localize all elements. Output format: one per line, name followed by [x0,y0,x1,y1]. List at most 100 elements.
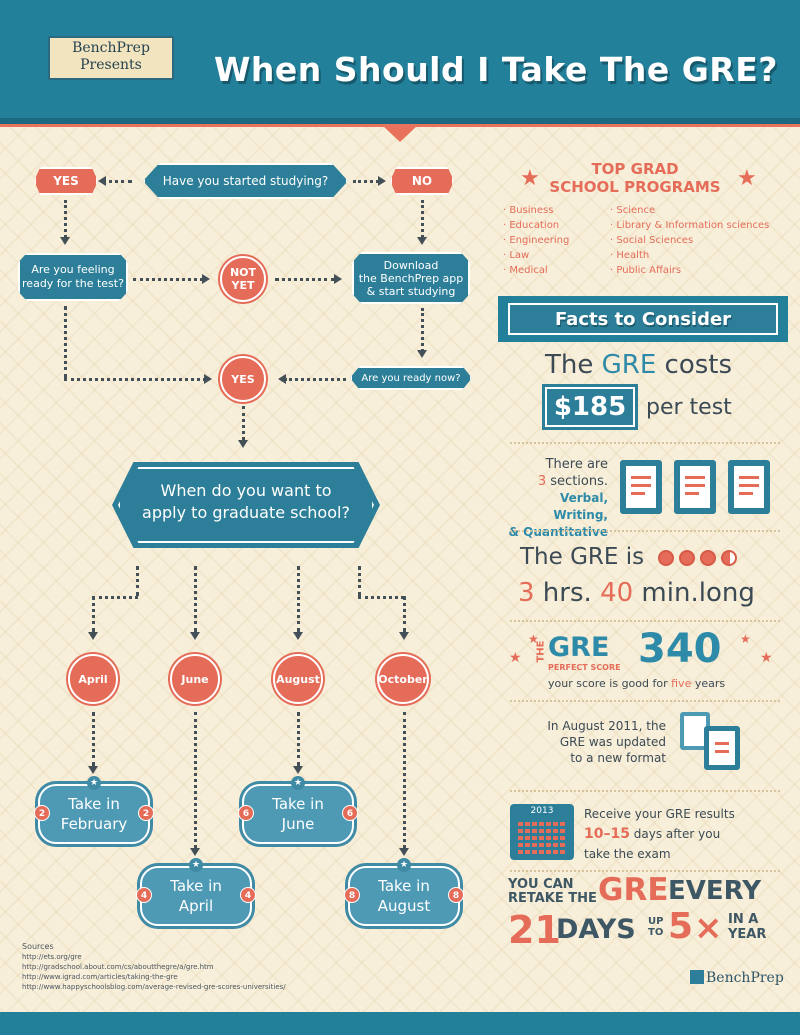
header-accent-line [0,124,800,127]
cost-line: The GRE costs [545,350,732,380]
retake-every: EVERY [668,876,762,906]
ticket-badge-left: 2 [34,805,50,821]
month-october: October [377,654,429,704]
ready-line-2: ready for the test? [22,277,124,290]
connector [358,596,404,599]
ticket-badge-left: 6 [238,805,254,821]
long-line-2: 3 hrs. 40 min.long [518,578,755,608]
ticket-april-line-2: April [178,897,214,915]
program-item: · Health [610,250,650,261]
ticket-feb-line-2: February [60,815,128,833]
ticket-aug-line-1: Take in [378,877,430,895]
connector [136,566,139,596]
stopwatch-icon [721,550,737,566]
arrow-down-icon [88,632,98,640]
source-link[interactable]: http://www.happyschoolsblog.com/average-… [22,983,286,991]
divider [510,442,780,444]
august-update-text: In August 2011, the GRE was updated to a… [530,718,666,766]
star-icon: ★ [291,776,305,790]
programs-heading-line-1: TOP GRAD [591,160,679,178]
results-line-2: 10–15 days after you [584,826,721,842]
ticket-badge-left: 8 [344,887,360,903]
footer-bar [0,1012,800,1035]
per-test: per test [646,395,732,420]
retake-in-a: IN A [728,912,759,927]
question-started-studying: Have you started studying? [143,163,348,199]
document-icon [728,460,770,514]
source-link[interactable]: http://gradschool.about.com/cs/abouttheg… [22,963,214,971]
connector [133,278,203,281]
download-line-3: & start studying [366,284,456,298]
ticket-take-april: Take in April [140,866,252,926]
ticket-june-line-2: June [281,815,315,833]
arrow-right-icon [202,274,210,284]
ticket-badge-right: 8 [448,887,464,903]
ticket-badge-right: 6 [342,805,358,821]
arrow-right-icon [204,374,212,384]
arrow-right-icon [334,274,342,284]
month-august: August [273,654,323,704]
month-june: June [170,654,220,704]
logo-icon [690,970,704,984]
ribbon-text: BenchPrep Presents [50,40,172,74]
retake-5: 5 [668,906,694,947]
retake-upto: UP TO [648,916,663,938]
cost-prefix: The [545,350,602,380]
facts-banner: Facts to Consider [508,303,778,335]
stopwatch-icon [679,550,695,566]
ticket-take-february: Take in February [38,784,150,844]
star-icon: ★ [520,166,540,191]
divider [510,790,780,792]
header-notch [383,126,417,142]
arrow-down-icon [238,440,248,448]
arrow-down-icon [417,350,427,358]
calendar-year: 2013 [530,806,554,816]
score-the: THE [535,640,547,663]
ticket-badge-left: 4 [136,887,152,903]
connector [421,308,424,352]
not-yet-line-1: NOT [229,266,257,279]
august-line-1: In August 2011, the [547,719,666,733]
apply-line-2: apply to graduate school? [142,503,350,522]
connector [275,278,335,281]
logo-text: BenchPrep [706,970,784,986]
retake-line-a: YOU CAN [508,877,574,892]
header-shadow [0,118,800,126]
sections-line-4: & Quantitative [508,525,608,539]
download-app-box: Download the BenchPrep app & start study… [352,252,470,304]
programs-list-1: · Business · Education · Engineering · L… [503,203,569,278]
program-item: · Library & Information sciences [610,220,770,231]
connector [64,200,67,238]
star-icon: ★ [397,858,411,872]
arrow-down-icon [399,848,409,856]
long-line-1: The GRE is [520,544,645,570]
arrow-down-icon [190,632,200,640]
calendar-grid [518,822,566,854]
ticket-take-june: Take in June [242,784,354,844]
divider [510,700,780,702]
connector [297,712,300,766]
document-icon [674,460,716,514]
program-item: · Business [503,205,554,216]
source-link[interactable]: http://ets.org/gre [22,953,82,961]
apply-question-inner [118,467,374,543]
connector [284,378,346,381]
program-item: · Law [503,250,530,261]
connector [194,566,197,632]
connector [358,566,361,596]
arrow-down-icon [293,632,303,640]
question-ready-now: Are you ready now? [350,366,472,390]
retake-x: × [694,908,723,948]
program-item: · Education [503,220,560,231]
retake-year-word: YEAR [728,927,767,942]
download-line-2: the BenchPrep app [358,271,464,285]
retake-year: IN A YEAR [728,912,766,942]
connector [194,712,197,848]
retake-line-b: RETAKE THE [508,891,597,906]
star-icon: ★ [87,776,101,790]
retake-you-can: YOU CAN RETAKE THE [508,878,597,906]
arrow-down-icon [60,237,70,245]
presents-ribbon: BenchPrep Presents [30,36,192,84]
source-link[interactable]: http://www.igrad.com/articles/taking-the… [22,973,178,981]
ticket-aug-line-2: August [377,897,431,915]
